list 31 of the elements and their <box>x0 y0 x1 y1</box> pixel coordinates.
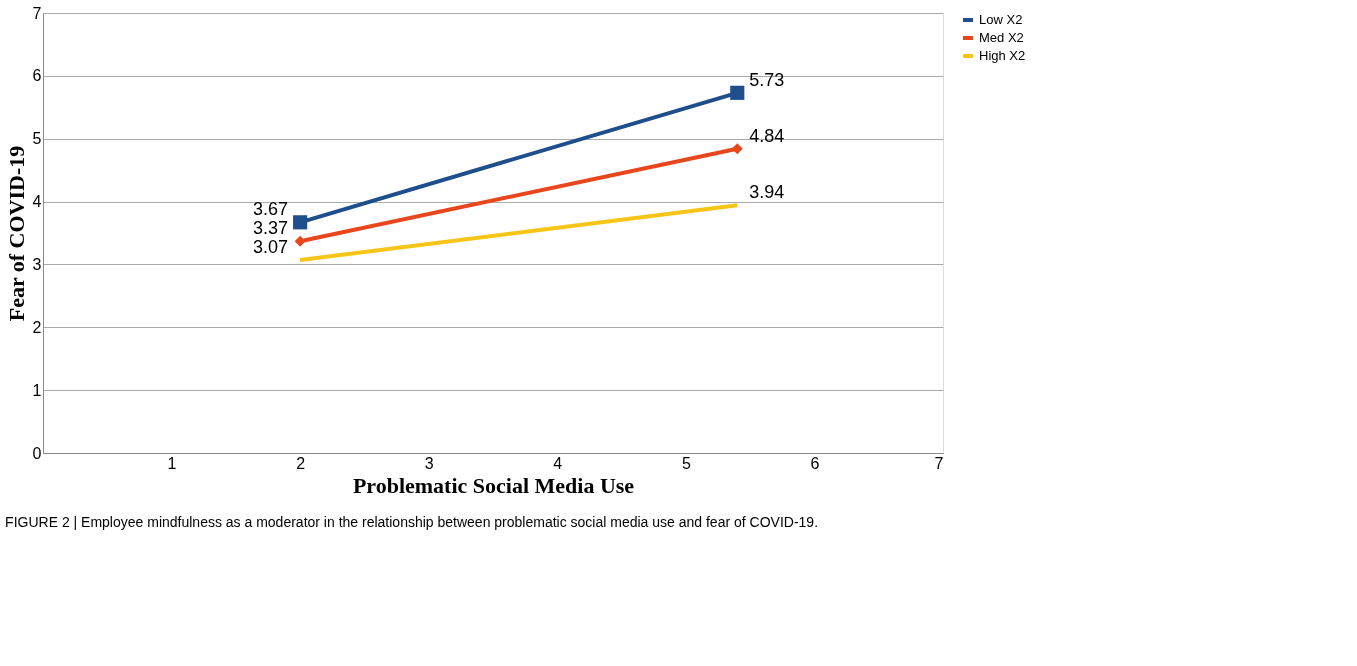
x-tick-label: 4 <box>553 454 563 472</box>
y-axis-title: Fear of COVID-19 <box>3 145 29 322</box>
point <box>730 85 745 100</box>
y-tick-label: 5 <box>32 130 42 148</box>
legend-label: Med X2 <box>979 30 1024 45</box>
legend-label: Low X2 <box>979 12 1023 27</box>
x-tick-label: 7 <box>934 454 944 472</box>
y-tick-label: 0 <box>32 444 42 462</box>
data-label: 5.73 <box>749 69 785 90</box>
x-tick-label: 5 <box>681 454 691 472</box>
point <box>731 143 743 155</box>
data-label: 4.84 <box>749 125 785 146</box>
legend-label: High X2 <box>979 48 1026 63</box>
y-tick-label: 1 <box>32 381 42 399</box>
x-axis-title: Problematic Social Media Use <box>352 472 635 498</box>
data-label: 3.37 <box>253 218 289 239</box>
data-label: 3.94 <box>749 182 785 203</box>
point <box>294 235 306 247</box>
x-tick-label: 2 <box>296 454 306 472</box>
y-tick-label: 2 <box>32 318 42 336</box>
y-tick-label: 7 <box>32 4 42 22</box>
caption: FIGURE 2 | Employee mindfulness as a moderator in the relationship between problematic social media use and fear of COVID-19. <box>5 514 819 530</box>
data-label: 3.67 <box>253 199 289 220</box>
data-label: 3.07 <box>253 237 289 258</box>
x-tick-label: 3 <box>424 454 434 472</box>
y-tick-label: 3 <box>32 255 42 273</box>
y-tick-label: 4 <box>32 193 42 211</box>
y-tick-label: 6 <box>32 67 42 85</box>
point <box>293 215 308 230</box>
x-tick-label: 6 <box>810 454 820 472</box>
x-tick-label: 1 <box>167 454 177 472</box>
